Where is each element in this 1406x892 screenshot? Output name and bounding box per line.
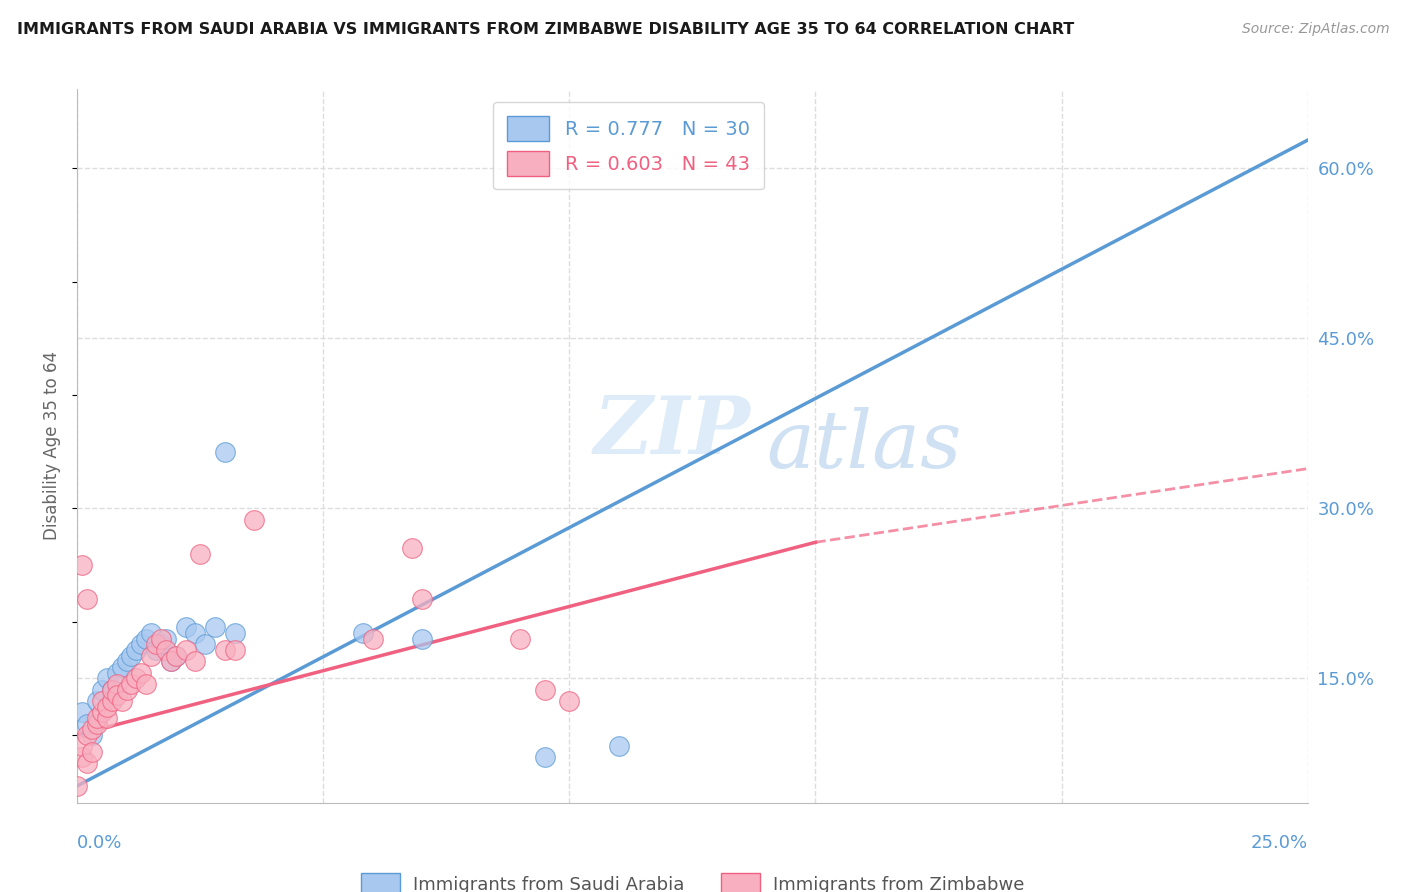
Point <box>411 591 433 606</box>
Point <box>131 665 153 680</box>
Point <box>115 654 138 668</box>
Point <box>224 643 246 657</box>
Point <box>558 694 581 708</box>
Point <box>224 626 246 640</box>
Point <box>82 722 104 736</box>
Point <box>141 648 163 663</box>
Text: Source: ZipAtlas.com: Source: ZipAtlas.com <box>1241 22 1389 37</box>
Point <box>111 660 132 674</box>
Text: atlas: atlas <box>766 408 962 484</box>
Point <box>135 632 157 646</box>
Legend: Immigrants from Saudi Arabia, Immigrants from Zimbabwe: Immigrants from Saudi Arabia, Immigrants… <box>353 865 1032 892</box>
Point <box>141 626 163 640</box>
Point <box>96 699 118 714</box>
Text: 0.0%: 0.0% <box>77 834 122 852</box>
Point <box>150 632 173 646</box>
Text: ZIP: ZIP <box>595 393 751 470</box>
Point <box>70 750 93 764</box>
Point <box>82 728 104 742</box>
Point <box>184 654 207 668</box>
Point <box>155 643 177 657</box>
Y-axis label: Disability Age 35 to 64: Disability Age 35 to 64 <box>44 351 62 541</box>
Point <box>90 705 114 719</box>
Point <box>90 682 114 697</box>
Point <box>111 694 132 708</box>
Point <box>101 682 124 697</box>
Point <box>150 637 173 651</box>
Point <box>70 558 93 572</box>
Point <box>411 632 433 646</box>
Point <box>121 677 143 691</box>
Point <box>90 694 114 708</box>
Point <box>214 444 236 458</box>
Point <box>401 541 423 555</box>
Point <box>76 756 98 771</box>
Point <box>125 671 148 685</box>
Point <box>86 694 108 708</box>
Point <box>145 637 167 651</box>
Point <box>155 632 177 646</box>
Point <box>115 682 138 697</box>
Text: IMMIGRANTS FROM SAUDI ARABIA VS IMMIGRANTS FROM ZIMBABWE DISABILITY AGE 35 TO 64: IMMIGRANTS FROM SAUDI ARABIA VS IMMIGRAN… <box>17 22 1074 37</box>
Point <box>361 632 384 646</box>
Point <box>204 620 226 634</box>
Point <box>190 547 212 561</box>
Point <box>194 637 217 651</box>
Point <box>82 745 104 759</box>
Point <box>184 626 207 640</box>
Point <box>76 591 98 606</box>
Point <box>352 626 374 640</box>
Point <box>105 665 128 680</box>
Point <box>165 648 187 663</box>
Point <box>96 711 118 725</box>
Point <box>243 513 266 527</box>
Point <box>174 620 197 634</box>
Point <box>135 677 157 691</box>
Point <box>101 694 124 708</box>
Point <box>86 716 108 731</box>
Point <box>145 643 167 657</box>
Point <box>105 688 128 702</box>
Point <box>125 643 148 657</box>
Point <box>70 739 93 754</box>
Text: 25.0%: 25.0% <box>1250 834 1308 852</box>
Point <box>105 677 128 691</box>
Point <box>160 654 183 668</box>
Point <box>66 779 89 793</box>
Point <box>509 632 531 646</box>
Point <box>101 682 124 697</box>
Point <box>76 728 98 742</box>
Point <box>121 648 143 663</box>
Point <box>165 648 187 663</box>
Point <box>534 750 557 764</box>
Point <box>214 643 236 657</box>
Point <box>607 739 630 754</box>
Point <box>96 671 118 685</box>
Point <box>534 682 557 697</box>
Point <box>86 711 108 725</box>
Point <box>160 654 183 668</box>
Point <box>76 716 98 731</box>
Point <box>174 643 197 657</box>
Point <box>131 637 153 651</box>
Point <box>70 705 93 719</box>
